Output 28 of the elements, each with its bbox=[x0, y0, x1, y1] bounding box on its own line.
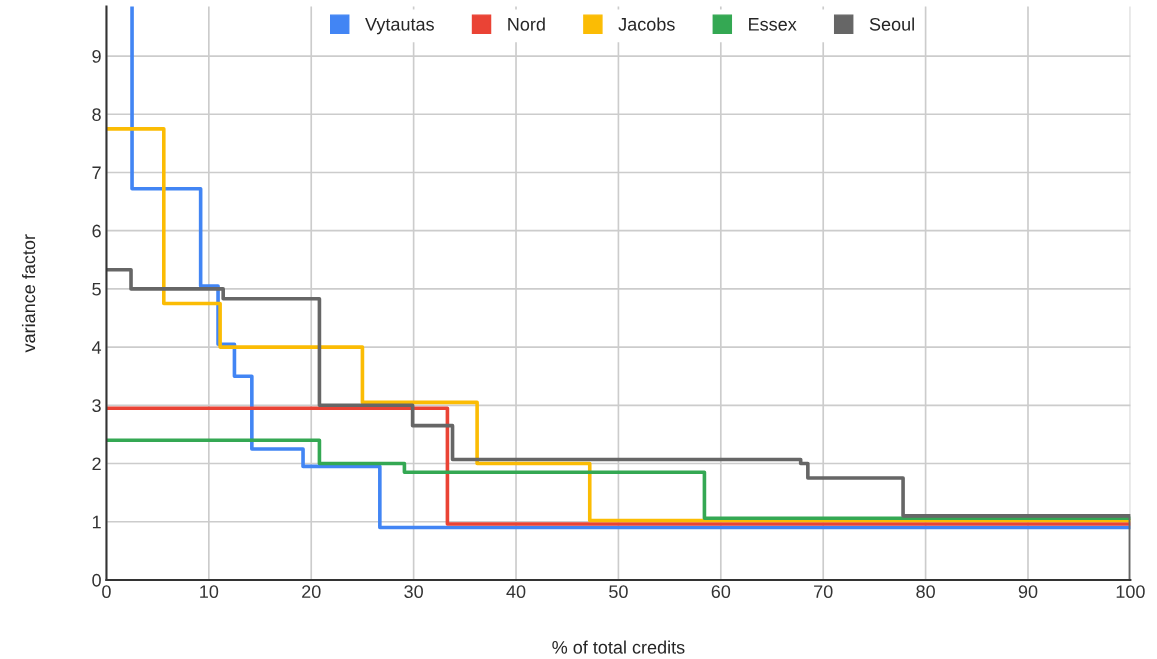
x-tick-label: 40 bbox=[506, 585, 526, 599]
x-tick-label: 50 bbox=[609, 585, 628, 599]
x-tick-label: 10 bbox=[200, 585, 219, 599]
x-tick-label: 60 bbox=[711, 585, 731, 599]
y-tick-label: 0 bbox=[92, 573, 101, 587]
x-tick-label: 20 bbox=[302, 585, 321, 599]
y-tick-label: 7 bbox=[92, 166, 101, 180]
x-tick-label: 80 bbox=[916, 585, 935, 599]
y-tick-label: 9 bbox=[92, 50, 101, 63]
legend-label: Seoul bbox=[869, 17, 914, 31]
x-tick-label: 30 bbox=[404, 585, 423, 599]
x-tick-label: 70 bbox=[814, 585, 833, 599]
y-tick-label: 8 bbox=[92, 108, 101, 121]
x-tick-label: 100 bbox=[1116, 585, 1145, 599]
y-tick-label: 1 bbox=[92, 515, 101, 529]
legend-label: Essex bbox=[749, 18, 797, 31]
x-tick-label: 0 bbox=[102, 585, 111, 599]
x-tick-label: 90 bbox=[1018, 585, 1038, 599]
y-tick-label: 4 bbox=[91, 341, 102, 354]
legend-label: Nord bbox=[508, 17, 545, 31]
y-tick-label: 3 bbox=[92, 399, 101, 413]
y-tick-label: 5 bbox=[92, 283, 101, 296]
x-axis-title: % of total credits bbox=[552, 640, 685, 654]
legend-label: Vytautas bbox=[365, 18, 434, 35]
y-axis-title: variance factor bbox=[21, 234, 36, 353]
legend-label: Jacobs bbox=[618, 17, 675, 31]
y-tick-label: 6 bbox=[92, 224, 101, 238]
y-tick-label: 2 bbox=[92, 457, 101, 471]
